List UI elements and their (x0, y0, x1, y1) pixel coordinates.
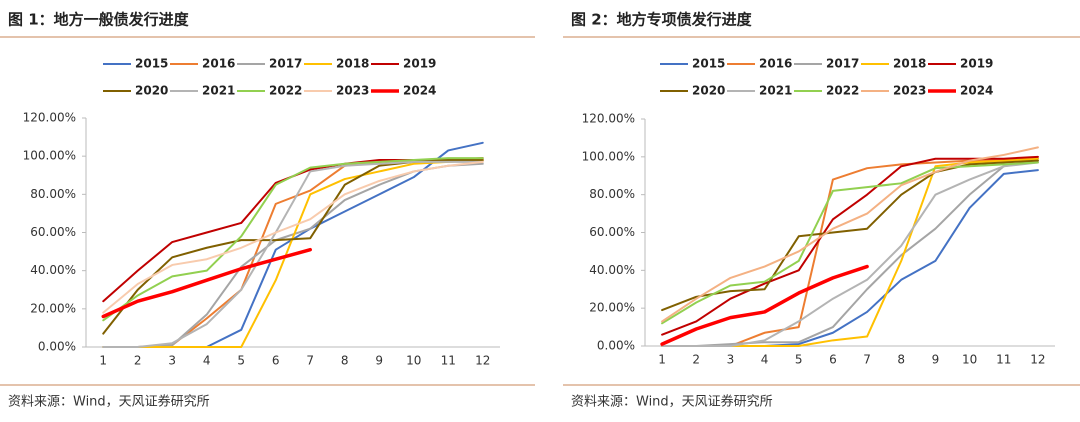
y-tick-label: 20.00% (30, 301, 76, 315)
source: 资料来源：Wind，天风证券研究所 (8, 394, 210, 410)
y-tick-label: 120.00% (582, 112, 635, 126)
series-line (661, 146, 1039, 323)
x-tick-label: 7 (863, 353, 871, 367)
x-tick-label: 3 (168, 354, 176, 368)
y-tick-label: 40.00% (589, 263, 635, 277)
legend-label: 2021 (202, 84, 235, 98)
x-tick-label: 4 (203, 354, 211, 368)
x-tick-label: 12 (1030, 353, 1045, 367)
x-tick-label: 5 (237, 354, 245, 368)
y-tick-label: 40.00% (30, 263, 76, 277)
legend-label: 2023 (893, 84, 926, 98)
y-tick-label: 60.00% (589, 225, 635, 239)
legend-label: 2022 (269, 84, 302, 98)
y-tick-label: 100.00% (582, 149, 635, 163)
legend-label: 2019 (960, 57, 993, 71)
chart-title: 图 2：地方专项债发行进度 (571, 11, 753, 29)
series-line (661, 159, 1039, 312)
x-tick-label: 9 (375, 354, 383, 368)
legend-label: 2015 (135, 57, 168, 71)
x-tick-label: 3 (727, 353, 735, 367)
series-line (102, 157, 484, 303)
legend-label: 2017 (269, 57, 302, 71)
y-tick-label: 80.00% (30, 187, 76, 201)
legend-label: 2015 (692, 57, 725, 71)
series-line (661, 159, 1039, 347)
legend-label: 2018 (336, 57, 369, 71)
series-line (101, 247, 312, 319)
source: 资料来源：Wind，天风证券研究所 (571, 394, 773, 410)
x-tick-label: 4 (761, 353, 769, 367)
x-tick-label: 11 (996, 353, 1011, 367)
series-line (102, 160, 484, 314)
x-tick-label: 1 (99, 354, 107, 368)
x-tick-label: 2 (134, 354, 142, 368)
series-line (661, 157, 1039, 347)
legend-label: 2016 (202, 57, 235, 71)
legend-label: 2021 (759, 84, 792, 98)
legend-label: 2020 (135, 84, 168, 98)
x-tick-label: 2 (692, 353, 700, 367)
x-tick-label: 10 (406, 354, 421, 368)
x-tick-label: 11 (441, 354, 456, 368)
legend-label: 2024 (960, 84, 993, 98)
legend-label: 2018 (893, 57, 926, 71)
x-tick-label: 1 (658, 353, 666, 367)
y-tick-label: 0.00% (38, 340, 76, 354)
legend-label: 2017 (826, 57, 859, 71)
y-tick-label: 20.00% (589, 301, 635, 315)
legend-label: 2019 (403, 57, 436, 71)
x-tick-label: 8 (897, 353, 905, 367)
x-tick-label: 10 (962, 353, 977, 367)
series-line (102, 141, 484, 348)
legend-label: 2022 (826, 84, 859, 98)
y-tick-label: 0.00% (597, 339, 635, 353)
x-tick-label: 5 (795, 353, 803, 367)
legend-label: 2016 (759, 57, 792, 71)
series-line (660, 264, 869, 346)
series-line (102, 158, 484, 335)
series-line (661, 157, 1039, 347)
x-tick-label: 7 (306, 354, 314, 368)
series-line (102, 157, 484, 322)
series-line (661, 169, 1039, 347)
legend-label: 2024 (403, 84, 436, 98)
x-tick-label: 9 (932, 353, 940, 367)
series-line (102, 158, 484, 348)
legend-label: 2023 (336, 84, 369, 98)
chart-title: 图 1：地方一般债发行进度 (8, 11, 190, 29)
y-tick-label: 120.00% (23, 111, 76, 125)
x-tick-label: 8 (341, 354, 349, 368)
series-line (102, 160, 484, 348)
y-tick-label: 100.00% (23, 149, 76, 163)
y-tick-label: 60.00% (30, 225, 76, 239)
x-tick-label: 6 (829, 353, 837, 367)
legend-label: 2020 (692, 84, 725, 98)
x-tick-label: 6 (272, 354, 280, 368)
series-line (661, 161, 1039, 347)
series-line (661, 161, 1039, 325)
y-tick-label: 80.00% (589, 187, 635, 201)
x-tick-label: 12 (475, 354, 490, 368)
